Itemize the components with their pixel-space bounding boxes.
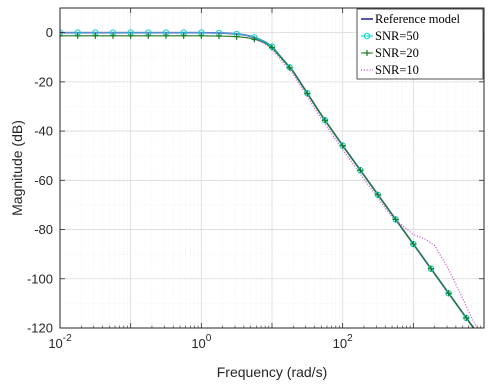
x-tick-label: 10-2 [48,333,72,351]
marker-snr20 [445,290,452,297]
legend-label-snr50: SNR=50 [375,29,419,43]
marker-snr20 [145,32,152,39]
x-tick-label: 100 [191,333,211,351]
marker-snr20 [180,32,187,39]
marker-snr20 [322,117,328,124]
marker-snr20 [375,191,381,198]
marker-snr20 [392,216,399,223]
y-tick-label: -20 [34,74,53,89]
y-tick-label: -80 [34,222,53,237]
series-line-snr-10 [60,32,479,328]
x-axis-label: Frequency (rad/s) [217,364,327,380]
x-tick-base: 10 [333,336,347,351]
x-tick-label: 102 [333,333,353,351]
y-tick-label: 0 [46,25,53,40]
legend-marker-snr20 [364,50,370,56]
legend-box [356,8,484,80]
marker-snr20 [357,167,364,174]
x-tick-base: 10 [191,336,205,351]
x-tick-base: 10 [48,336,62,351]
y-tick-label: -40 [34,124,53,139]
series-layer [60,29,479,328]
marker-snr20 [233,33,240,40]
marker-snr20 [74,32,81,39]
marker-snr20 [269,44,275,51]
marker-snr20 [198,32,205,39]
marker-snr20 [251,36,258,43]
x-tick-exponent: 0 [206,333,212,344]
legend-marker-snr50 [363,32,371,40]
marker-snr20 [127,32,134,39]
marker-snr20 [428,265,434,272]
marker-snr20 [286,64,293,71]
marker-snr20 [92,32,99,39]
marker-snr20 [216,33,222,40]
legend: Reference model SNR=50 SNR=20 SNR=10 [356,8,484,80]
marker-snr20 [304,90,311,97]
marker-snr20 [339,142,346,149]
legend-label-snr10: SNR=10 [375,63,419,77]
marker-snr20 [410,241,417,248]
marker-snr20 [110,32,116,39]
marker-snr20 [463,314,470,321]
y-tick-label: -100 [27,271,53,286]
marker-snr20 [163,32,169,39]
x-tick-exponent: 2 [347,333,353,344]
y-tick-label: -60 [34,173,53,188]
x-tick-exponent: -2 [63,333,72,344]
legend-label-snr20: SNR=20 [375,46,419,60]
y-axis-label: Magnitude (dB) [9,120,25,216]
y-tick-label: -120 [27,321,53,336]
legend-label-reference-model: Reference model [375,12,461,26]
marker-snr20 [60,32,63,39]
